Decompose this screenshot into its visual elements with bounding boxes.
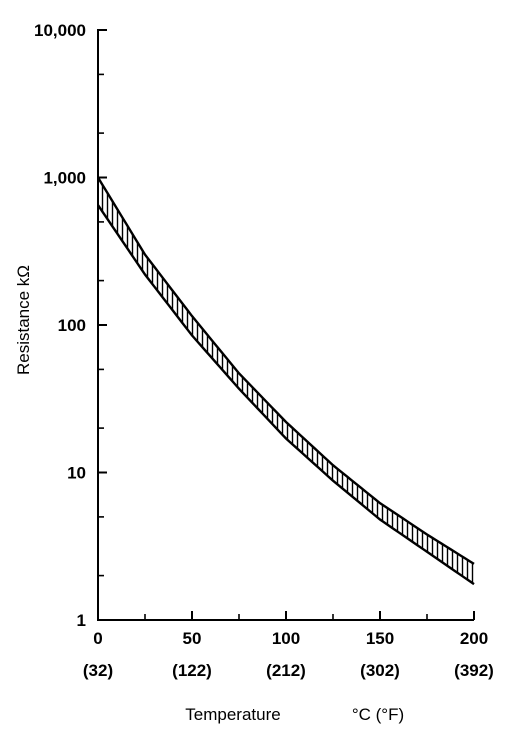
lower-limit-line: [97, 204, 475, 586]
tolerance-band: [98, 177, 474, 585]
x-tick-label-0: 0: [93, 629, 102, 648]
x-tick-sublabel-2: (212): [266, 661, 306, 680]
x-tick-label-4: 200: [460, 629, 488, 648]
y-axis-title: Resistance kΩ: [14, 265, 33, 375]
x-tick-sublabel-4: (392): [454, 661, 494, 680]
y-tick-label-3: 1,000: [43, 169, 86, 188]
y-tick-label-2: 100: [58, 316, 86, 335]
band-layer: [96, 176, 475, 586]
upper-limit-line: [96, 176, 475, 565]
x-axis-title: Temperature: [185, 705, 280, 724]
x-axis-unit: °C (°F): [352, 705, 404, 724]
ticks: 1 10 100 1,000 10,000 0 (32) 50 (122) 100 (212) 150…: [34, 21, 494, 680]
x-tick-sublabel-1: (122): [172, 661, 212, 680]
x-tick-label-3: 150: [366, 629, 394, 648]
y-tick-label-0: 1: [77, 611, 86, 630]
x-tick-label-2: 100: [272, 629, 300, 648]
y-tick-label-1: 10: [67, 464, 86, 483]
y-tick-label-4: 10,000: [34, 21, 86, 40]
x-tick-label-1: 50: [183, 629, 202, 648]
x-tick-sublabel-3: (302): [360, 661, 400, 680]
x-tick-sublabel-0: (32): [83, 661, 113, 680]
